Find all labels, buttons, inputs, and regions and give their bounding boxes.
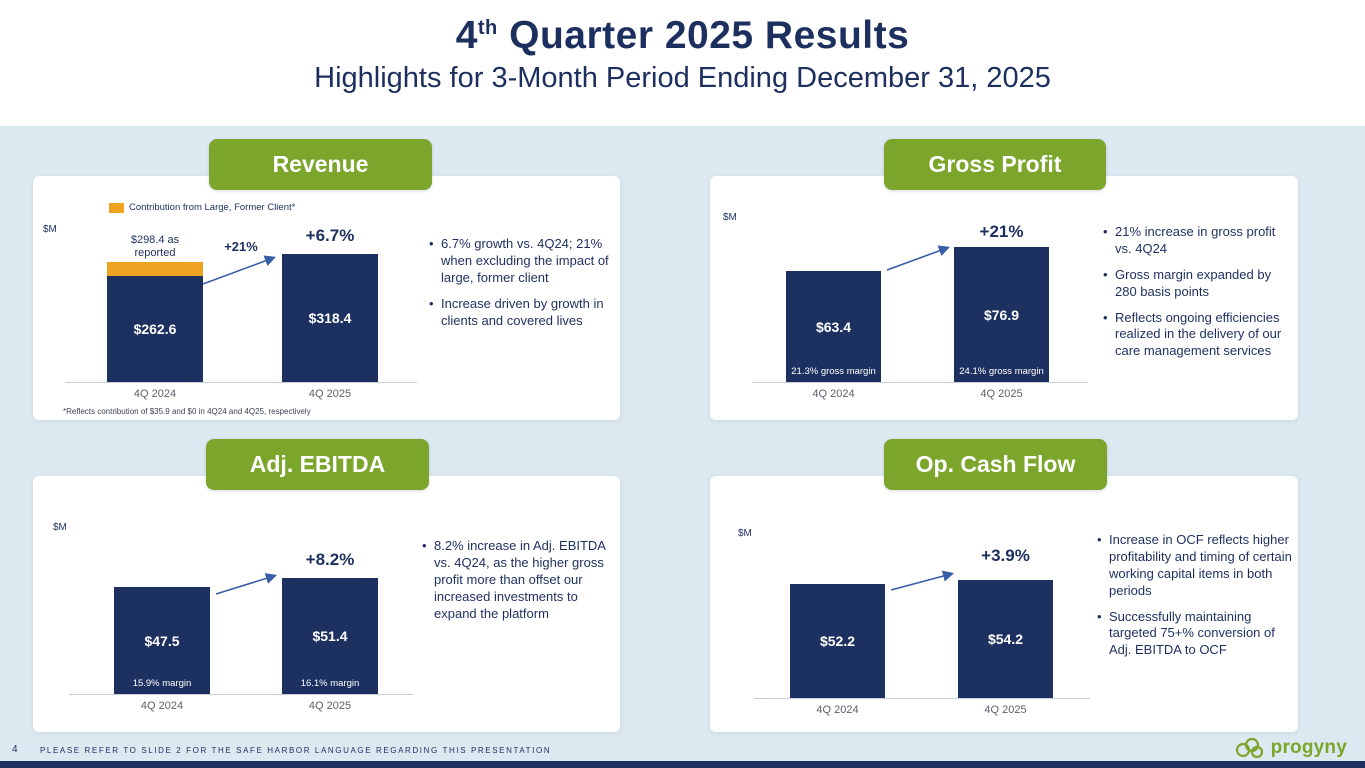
- pill-label: Adj. EBITDA: [249, 451, 386, 477]
- x-axis-line: [69, 694, 413, 695]
- bar-segment-revenue: $262.6: [107, 276, 203, 382]
- bar-value-label: $52.2: [819, 633, 856, 649]
- slide-title: 4th Quarter 2025 Results: [0, 14, 1365, 58]
- x-tick-label: 4Q 2024: [140, 700, 184, 712]
- bullet-item: Reflects ongoing efficiencies realized i…: [1103, 310, 1291, 361]
- disclaimer-text: PLEASE REFER TO SLIDE 2 FOR THE SAFE HAR…: [40, 746, 552, 755]
- bar-4q2024: $52.2: [790, 584, 885, 698]
- bar-segment-ocf: $54.2: [958, 580, 1053, 698]
- bar-4q2024: $63.4 21.3% gross margin: [786, 271, 881, 382]
- title-ordinal: th: [477, 17, 498, 39]
- op-cash-flow-panel: $M +3.9% $52.2 $54.2 4Q 2024 4Q 2025 Inc…: [710, 476, 1298, 732]
- panel-title-adj-ebitda: Adj. EBITDA: [206, 439, 429, 490]
- bar-segment-revenue: $318.4: [282, 254, 378, 382]
- reported-annotation: $298.4 as reported: [130, 234, 180, 259]
- bullet-item: Gross margin expanded by 280 basis point…: [1103, 267, 1291, 301]
- margin-label: 16.1% margin: [300, 678, 360, 689]
- legend-label: Contribution from Large, Former Client*: [129, 202, 296, 213]
- bar-segment-former-client: [107, 262, 203, 276]
- legend-swatch-orange: [109, 202, 124, 213]
- bar-4q2025: $318.4: [282, 254, 378, 382]
- bullet-item: 21% increase in gross profit vs. 4Q24: [1103, 224, 1291, 258]
- bar-segment-ebitda: $51.4 16.1% margin: [282, 578, 378, 694]
- pill-label: Gross Profit: [928, 151, 1062, 177]
- bar-segment-gross-profit: $63.4 21.3% gross margin: [786, 271, 881, 382]
- highlights-list: 21% increase in gross profit vs. 4Q24 Gro…: [1103, 224, 1291, 369]
- axis-unit-label: $M: [738, 528, 752, 539]
- slide-header: 4th Quarter 2025 Results Highlights for …: [0, 0, 1365, 126]
- bar-4q2024: $262.6: [107, 262, 203, 382]
- bar-4q2025: $76.9 24.1% gross margin: [954, 247, 1049, 382]
- progyny-logo: progyny: [1234, 736, 1347, 760]
- growth-percent-label: +6.7%: [305, 226, 355, 245]
- growth-percent-label: +8.2%: [305, 550, 355, 569]
- axis-unit-label: $M: [53, 522, 67, 533]
- bullet-item: Successfully maintaining targeted 75+% c…: [1097, 609, 1297, 660]
- arrow-percent-label: +21%: [224, 239, 258, 254]
- pill-label: Revenue: [272, 151, 369, 177]
- bar-4q2025: $54.2: [958, 580, 1053, 698]
- panel-title-op-cash-flow: Op. Cash Flow: [884, 439, 1107, 490]
- x-axis-line: [752, 382, 1088, 383]
- axis-unit-label: $M: [723, 212, 737, 223]
- chart-legend: Contribution from Large, Former Client*: [109, 202, 295, 213]
- highlights-list: 6.7% growth vs. 4Q24; 21% when excluding…: [429, 236, 621, 338]
- bullet-item: Increase in OCF reflects higher profitab…: [1097, 532, 1297, 600]
- x-axis-line: [754, 698, 1090, 699]
- growth-percent-label: +21%: [979, 222, 1024, 241]
- bar-value-label: $51.4: [312, 628, 348, 644]
- bullet-item: 8.2% increase in Adj. EBITDA vs. 4Q24, a…: [422, 538, 620, 622]
- panel-title-revenue: Revenue: [209, 139, 432, 190]
- panel-title-gross-profit: Gross Profit: [884, 139, 1106, 190]
- growth-percent-label: +3.9%: [981, 546, 1030, 565]
- bar-segment-ebitda: $47.5 15.9% margin: [114, 587, 210, 694]
- bar-value-label: $262.6: [133, 321, 177, 337]
- x-tick-label: 4Q 2024: [816, 704, 859, 716]
- gross-profit-panel: $M +21% $63.4 21.3% gross margin $76.9 2…: [710, 176, 1298, 420]
- x-tick-label: 4Q 2025: [980, 388, 1023, 400]
- growth-arrow-icon: [890, 570, 955, 591]
- x-tick-label: 4Q 2025: [984, 704, 1027, 716]
- highlights-list: 8.2% increase in Adj. EBITDA vs. 4Q24, a…: [422, 538, 620, 631]
- pill-label: Op. Cash Flow: [915, 451, 1076, 477]
- margin-label: 21.3% gross margin: [791, 366, 876, 377]
- bar-value-label: $54.2: [987, 631, 1024, 647]
- highlights-list: Increase in OCF reflects higher profitab…: [1097, 532, 1297, 668]
- growth-arrow-icon: [215, 573, 278, 595]
- page-number: 4: [12, 744, 18, 755]
- x-tick-label: 4Q 2025: [308, 700, 352, 712]
- margin-label: 24.1% gross margin: [959, 366, 1044, 377]
- bar-value-label: $47.5: [144, 632, 180, 649]
- bar-4q2024: $47.5 15.9% margin: [114, 587, 210, 694]
- growth-arrow-icon: [202, 255, 276, 285]
- axis-unit-label: $M: [43, 224, 57, 235]
- progyny-logo-icon: [1235, 737, 1263, 759]
- slide-subtitle: Highlights for 3-Month Period Ending Dec…: [314, 62, 1051, 94]
- x-tick-label: 4Q 2024: [812, 388, 855, 400]
- bullet-item: Increase driven by growth in clients and…: [429, 296, 621, 330]
- bar-value-label: $76.9: [983, 306, 1020, 323]
- adj-ebitda-panel: $M +8.2% $47.5 15.9% margin $51.4 16.1% …: [33, 476, 620, 732]
- revenue-panel: Contribution from Large, Former Client* …: [33, 176, 620, 420]
- margin-label: 15.9% margin: [132, 678, 192, 689]
- bar-value-label: $63.4: [815, 318, 852, 335]
- title-rest: Quarter 2025 Results: [497, 14, 910, 57]
- bar-segment-gross-profit: $76.9 24.1% gross margin: [954, 247, 1049, 382]
- bottom-accent-bar: [0, 761, 1365, 768]
- bar-4q2025: $51.4 16.1% margin: [282, 578, 378, 694]
- logo-wordmark: progyny: [1270, 737, 1347, 758]
- bar-segment-ocf: $52.2: [790, 584, 885, 698]
- x-tick-label: 4Q 2025: [308, 388, 352, 400]
- x-axis-line: [65, 382, 417, 383]
- title-number: 4: [455, 14, 478, 57]
- bullet-item: 6.7% growth vs. 4Q24; 21% when excluding…: [429, 236, 621, 287]
- growth-arrow-icon: [886, 245, 951, 271]
- bar-value-label: $318.4: [308, 310, 352, 326]
- x-tick-label: 4Q 2024: [133, 388, 177, 400]
- chart-footnote: *Reflects contribution of $35.9 and $0 i…: [63, 407, 311, 416]
